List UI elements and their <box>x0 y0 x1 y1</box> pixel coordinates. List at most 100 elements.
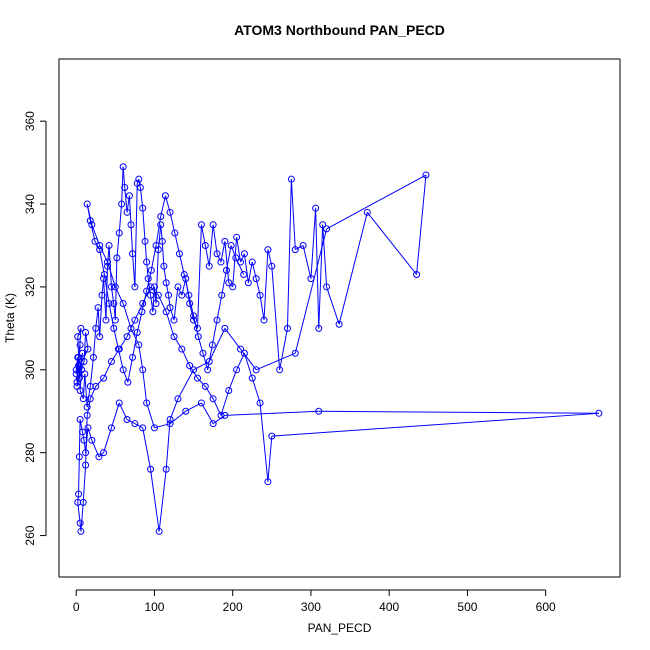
data-point <box>162 279 170 287</box>
data-point <box>95 453 103 461</box>
y-tick-label: 320 <box>23 277 37 297</box>
data-point <box>150 283 158 291</box>
series-segment <box>81 431 85 441</box>
series-segment <box>318 410 599 414</box>
data-point <box>291 246 299 254</box>
series-segment <box>416 174 427 275</box>
series-segment <box>124 187 128 213</box>
series-segment <box>173 286 179 321</box>
data-point <box>98 291 106 299</box>
data-point <box>232 254 240 262</box>
series-segment <box>243 353 253 379</box>
y-tick-label: 300 <box>23 359 37 379</box>
data-point <box>74 333 82 341</box>
data-point <box>276 366 284 374</box>
data-point <box>170 333 178 341</box>
data-point <box>100 374 108 382</box>
series-segment <box>220 241 226 263</box>
data-point <box>260 316 268 324</box>
data-point <box>186 299 194 307</box>
data-point <box>155 527 163 535</box>
data-point <box>205 262 213 270</box>
series-segment <box>232 237 238 287</box>
data-point <box>131 283 139 291</box>
data-point <box>82 461 90 469</box>
series-segment <box>161 241 165 267</box>
series-segment <box>87 427 93 441</box>
series-segment <box>132 253 136 287</box>
data-point <box>75 453 83 461</box>
data-point <box>174 395 182 403</box>
data-point <box>291 349 299 357</box>
data-point <box>88 221 96 229</box>
data-point <box>182 407 190 415</box>
series-segment <box>221 270 227 296</box>
series-segment <box>122 369 129 383</box>
series-segment <box>78 419 81 457</box>
data-point <box>244 279 252 287</box>
data-point <box>268 432 276 440</box>
data-point <box>287 175 295 183</box>
data-point <box>138 308 146 316</box>
series-segment <box>158 469 167 532</box>
data-point <box>186 362 194 370</box>
series-segment <box>76 361 85 387</box>
series-segment <box>103 274 110 304</box>
data-point <box>113 254 121 262</box>
data-point <box>335 320 343 328</box>
data-point <box>104 258 112 266</box>
series-segment <box>259 295 265 321</box>
series-segment <box>155 249 159 304</box>
data-point <box>86 395 94 403</box>
data-point <box>84 424 92 432</box>
data-point <box>175 250 183 258</box>
data-point <box>139 204 147 212</box>
series-segment <box>173 336 183 350</box>
data-point <box>133 329 141 337</box>
data-point <box>315 324 323 332</box>
data-point <box>166 208 174 216</box>
series-segment <box>77 494 80 503</box>
data-point <box>75 490 83 498</box>
data-point <box>100 449 108 457</box>
series-segment <box>204 245 210 267</box>
data-point <box>96 333 104 341</box>
series-segment <box>259 402 269 482</box>
series-segment <box>89 357 94 387</box>
series-segment <box>82 465 87 503</box>
series-segment <box>138 344 144 370</box>
data-point <box>147 465 155 473</box>
series-segment <box>212 224 218 254</box>
series-segment <box>255 352 296 371</box>
series-segment <box>165 282 170 296</box>
series-segment <box>208 224 214 267</box>
data-point <box>131 316 139 324</box>
data-point <box>143 287 151 295</box>
data-point <box>252 366 260 374</box>
series-segment <box>188 295 195 317</box>
data-point <box>252 275 260 283</box>
series-segment <box>247 261 253 283</box>
series-segment <box>338 212 368 325</box>
data-point <box>100 270 108 278</box>
x-axis: 0 100 200 300 400 500 600 <box>73 589 556 614</box>
data-point <box>119 163 127 171</box>
data-point <box>129 250 137 258</box>
data-point <box>213 316 221 324</box>
series-segment <box>271 412 599 437</box>
series-segment <box>142 208 146 242</box>
data-point <box>139 299 147 307</box>
data-point <box>92 382 100 390</box>
series-segment <box>230 245 237 259</box>
series-segment <box>302 245 312 279</box>
data-point <box>190 316 198 324</box>
data-point <box>283 324 291 332</box>
data-point <box>222 266 230 274</box>
x-tick-label: 500 <box>457 600 477 614</box>
series-segment <box>78 456 80 495</box>
data-point <box>79 395 87 403</box>
data-point <box>178 345 186 353</box>
series-segment <box>183 274 190 296</box>
series-segment <box>290 179 296 250</box>
